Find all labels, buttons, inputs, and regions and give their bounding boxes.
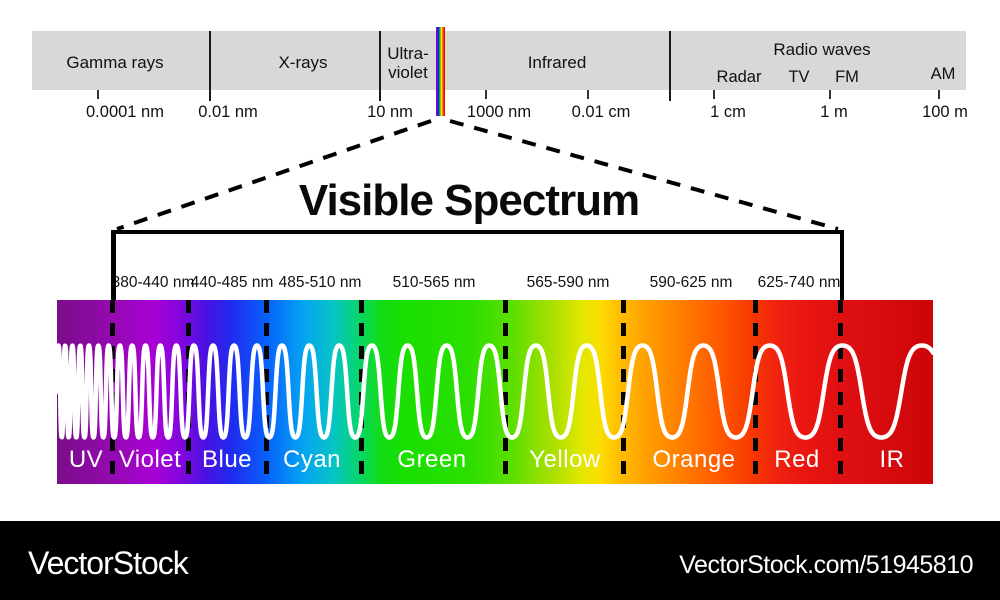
scale-label-4: 0.01 cm xyxy=(571,103,631,121)
segment-boundary-625nm xyxy=(752,300,758,484)
scale-tick-7 xyxy=(829,90,831,99)
segment-label-cyan: Cyan xyxy=(282,446,342,473)
region-label-ultraviolet: Ultra- violet xyxy=(387,44,429,82)
watermark-url: VectorStock.com/51945810 xyxy=(679,551,973,579)
bracket-line xyxy=(111,230,844,234)
wavelength-wave xyxy=(57,343,933,440)
scale-tick-4 xyxy=(485,90,487,99)
segment-boundary-565nm xyxy=(502,300,508,484)
sub-label-radar: Radar xyxy=(716,68,762,86)
range-label-yellow: 565-590 nm xyxy=(526,274,610,291)
scale-label-3: 1000 nm xyxy=(466,103,532,121)
range-label-orange: 590-625 nm xyxy=(649,274,733,291)
em-divider-gamma-xray xyxy=(209,31,211,101)
bracket-end-left xyxy=(111,230,116,300)
range-label-cyan: 485-510 nm xyxy=(278,274,362,291)
segment-boundary-740nm xyxy=(837,300,843,484)
segment-boundary-485nm xyxy=(263,300,269,484)
segment-label-ir: IR xyxy=(879,446,905,473)
visible-light-stripe xyxy=(436,27,445,116)
region-label-ultraviolet-line1: Ultra- xyxy=(387,44,429,63)
scale-label-0: 0.0001 nm xyxy=(86,103,164,121)
segment-label-yellow: Yellow xyxy=(529,446,601,473)
scale-tick-5 xyxy=(587,90,589,99)
region-label-infrared: Infrared xyxy=(527,53,587,72)
watermark-footer: VectorStock VectorStock.com/51945810 xyxy=(0,521,1000,600)
scale-label-7: 100 m xyxy=(922,103,968,121)
segment-boundary-590nm xyxy=(620,300,626,484)
segment-label-blue: Blue xyxy=(201,446,253,473)
region-label-radio-waves: Radio waves xyxy=(773,40,871,59)
vectorstock-logo: VectorStock xyxy=(28,545,189,581)
scale-label-1: 0.01 nm xyxy=(198,103,258,121)
region-label-x-rays: X-rays xyxy=(278,53,328,72)
em-divider-xray-uv xyxy=(379,31,381,101)
em-bar xyxy=(32,31,966,90)
scale-label-5: 1 cm xyxy=(710,103,746,121)
region-label-gamma-rays: Gamma rays xyxy=(66,53,164,72)
range-label-blue: 440-485 nm xyxy=(190,274,274,291)
range-label-violet: 380-440 nm xyxy=(111,274,195,291)
scale-label-6: 1 m xyxy=(820,103,848,121)
scale-tick-1 xyxy=(97,90,99,99)
diagram-title: Visible Spectrum xyxy=(298,176,640,225)
em-divider-infrared-radio xyxy=(669,31,671,101)
segment-label-orange: Orange xyxy=(652,446,736,473)
scale-tick-6 xyxy=(713,90,715,99)
segment-label-violet: Violet xyxy=(118,446,182,473)
segment-label-uv: UV xyxy=(68,446,104,473)
bracket-end-right xyxy=(839,230,844,300)
spectrum-bar: UV Violet Blue Cyan Green Yellow Orange … xyxy=(57,300,933,484)
region-label-ultraviolet-line2: violet xyxy=(388,63,428,82)
scale-label-2: 10 nm xyxy=(367,103,413,121)
segment-label-green: Green xyxy=(397,446,467,473)
sub-label-tv: TV xyxy=(788,68,810,86)
range-label-green: 510-565 nm xyxy=(392,274,476,291)
range-label-red: 625-740 nm xyxy=(757,274,841,291)
segment-label-red: Red xyxy=(774,446,820,473)
sub-label-fm: FM xyxy=(835,68,859,86)
segment-boundary-510nm xyxy=(358,300,364,484)
sub-label-am: AM xyxy=(930,65,956,83)
scale-tick-8 xyxy=(938,90,940,99)
